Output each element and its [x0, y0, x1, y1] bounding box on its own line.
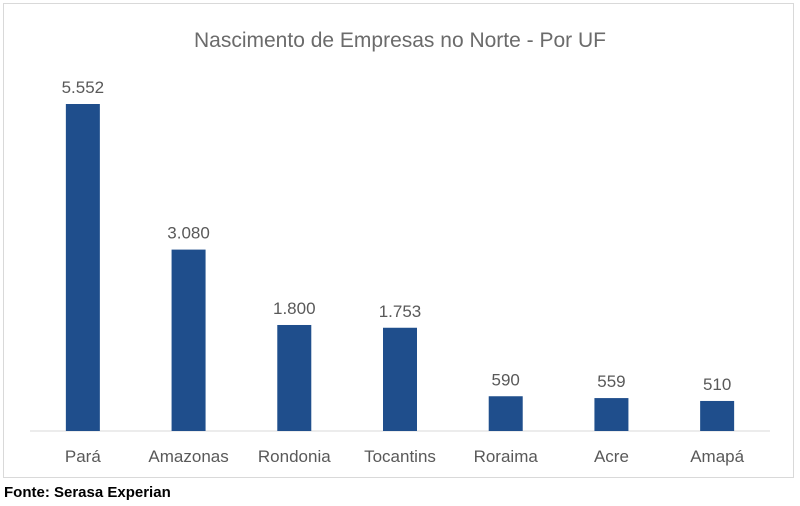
- bar-0: [65, 104, 100, 431]
- category-label-3: Tocantins: [364, 447, 436, 466]
- data-label-0: 5.552: [62, 78, 105, 97]
- bar-chart: Nascimento de Empresas no Norte - Por UF…: [30, 29, 770, 466]
- category-label-4: Roraima: [474, 447, 539, 466]
- bar-1: [171, 249, 206, 431]
- data-label-2: 1.800: [273, 299, 316, 318]
- category-label-1: Amazonas: [148, 447, 228, 466]
- bar-2: [277, 324, 312, 431]
- source-note: Fonte: Serasa Experian: [4, 484, 171, 501]
- category-label-2: Rondonia: [258, 447, 331, 466]
- category-label-6: Amapá: [690, 447, 744, 466]
- bar-3: [383, 327, 417, 431]
- data-label-4: 590: [492, 370, 520, 389]
- bar-5: [594, 398, 629, 431]
- data-label-5: 559: [597, 372, 625, 391]
- bar-4: [488, 396, 523, 431]
- category-label-0: Pará: [65, 447, 101, 466]
- bars-group: 5.552 Pará 3.080 Amazonas 1.800 Rondonia 1.753…: [62, 78, 745, 466]
- data-label-1: 3.080: [167, 224, 210, 243]
- chart-title: Nascimento de Empresas no Norte - Por UF: [194, 29, 606, 52]
- category-label-5: Acre: [594, 447, 629, 466]
- bar-6: [700, 400, 735, 431]
- data-label-6: 510: [703, 375, 731, 394]
- data-label-3: 1.753: [379, 302, 422, 321]
